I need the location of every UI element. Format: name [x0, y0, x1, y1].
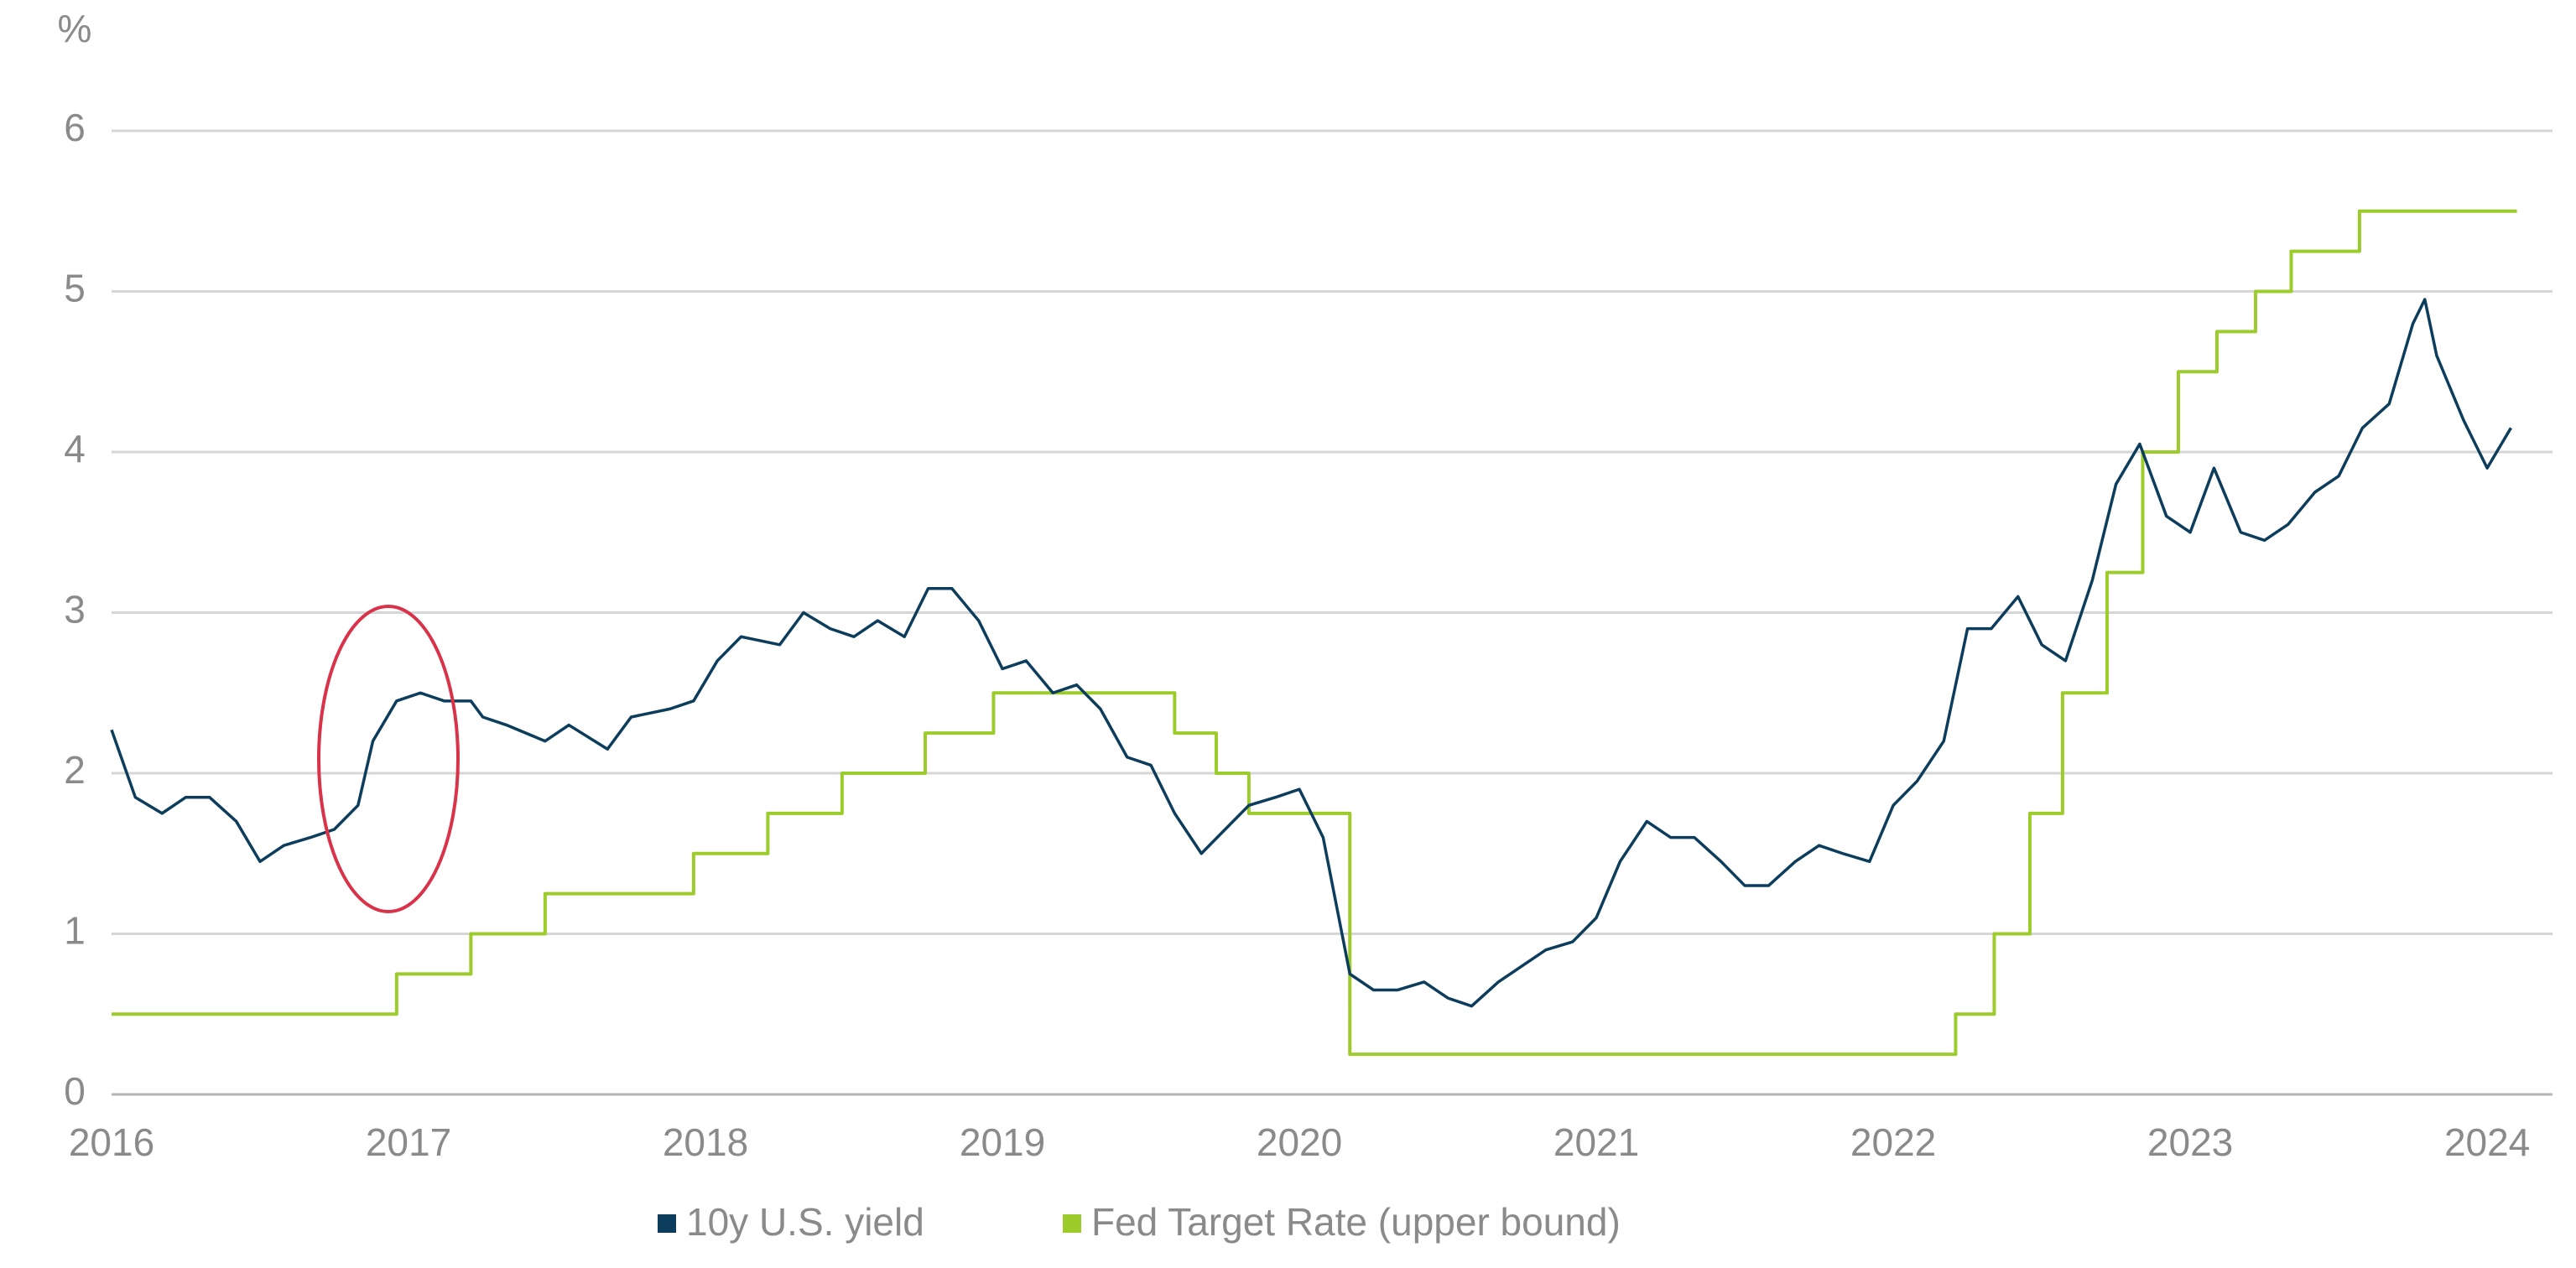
x-tick-label: 2016 — [69, 1120, 154, 1164]
y-tick-label: 4 — [64, 427, 86, 470]
x-tick-label: 2024 — [2444, 1120, 2530, 1164]
legend-label: 10y U.S. yield — [686, 1200, 924, 1244]
y-tick-label: 3 — [64, 588, 86, 631]
y-tick-label: 2 — [64, 748, 86, 792]
legend-label: Fed Target Rate (upper bound) — [1091, 1200, 1621, 1244]
y-axis-label: % — [58, 7, 92, 50]
x-tick-label: 2018 — [663, 1120, 748, 1164]
y-tick-label: 0 — [64, 1069, 86, 1113]
x-tick-label: 2017 — [366, 1120, 451, 1164]
x-tick-label: 2022 — [1850, 1120, 1936, 1164]
y-tick-label: 5 — [64, 267, 86, 310]
series-line — [112, 209, 2517, 1057]
x-tick-label: 2020 — [1257, 1120, 1342, 1164]
series-line — [110, 298, 2512, 1008]
legend-swatch — [658, 1214, 676, 1233]
legend-swatch — [1063, 1214, 1081, 1233]
x-tick-label: 2023 — [2147, 1120, 2233, 1164]
x-tick-label: 2019 — [960, 1120, 1045, 1164]
y-tick-label: 1 — [64, 909, 86, 953]
highlight-ellipse — [317, 605, 460, 913]
y-tick-label: 6 — [64, 106, 86, 149]
x-tick-label: 2021 — [1553, 1120, 1639, 1164]
